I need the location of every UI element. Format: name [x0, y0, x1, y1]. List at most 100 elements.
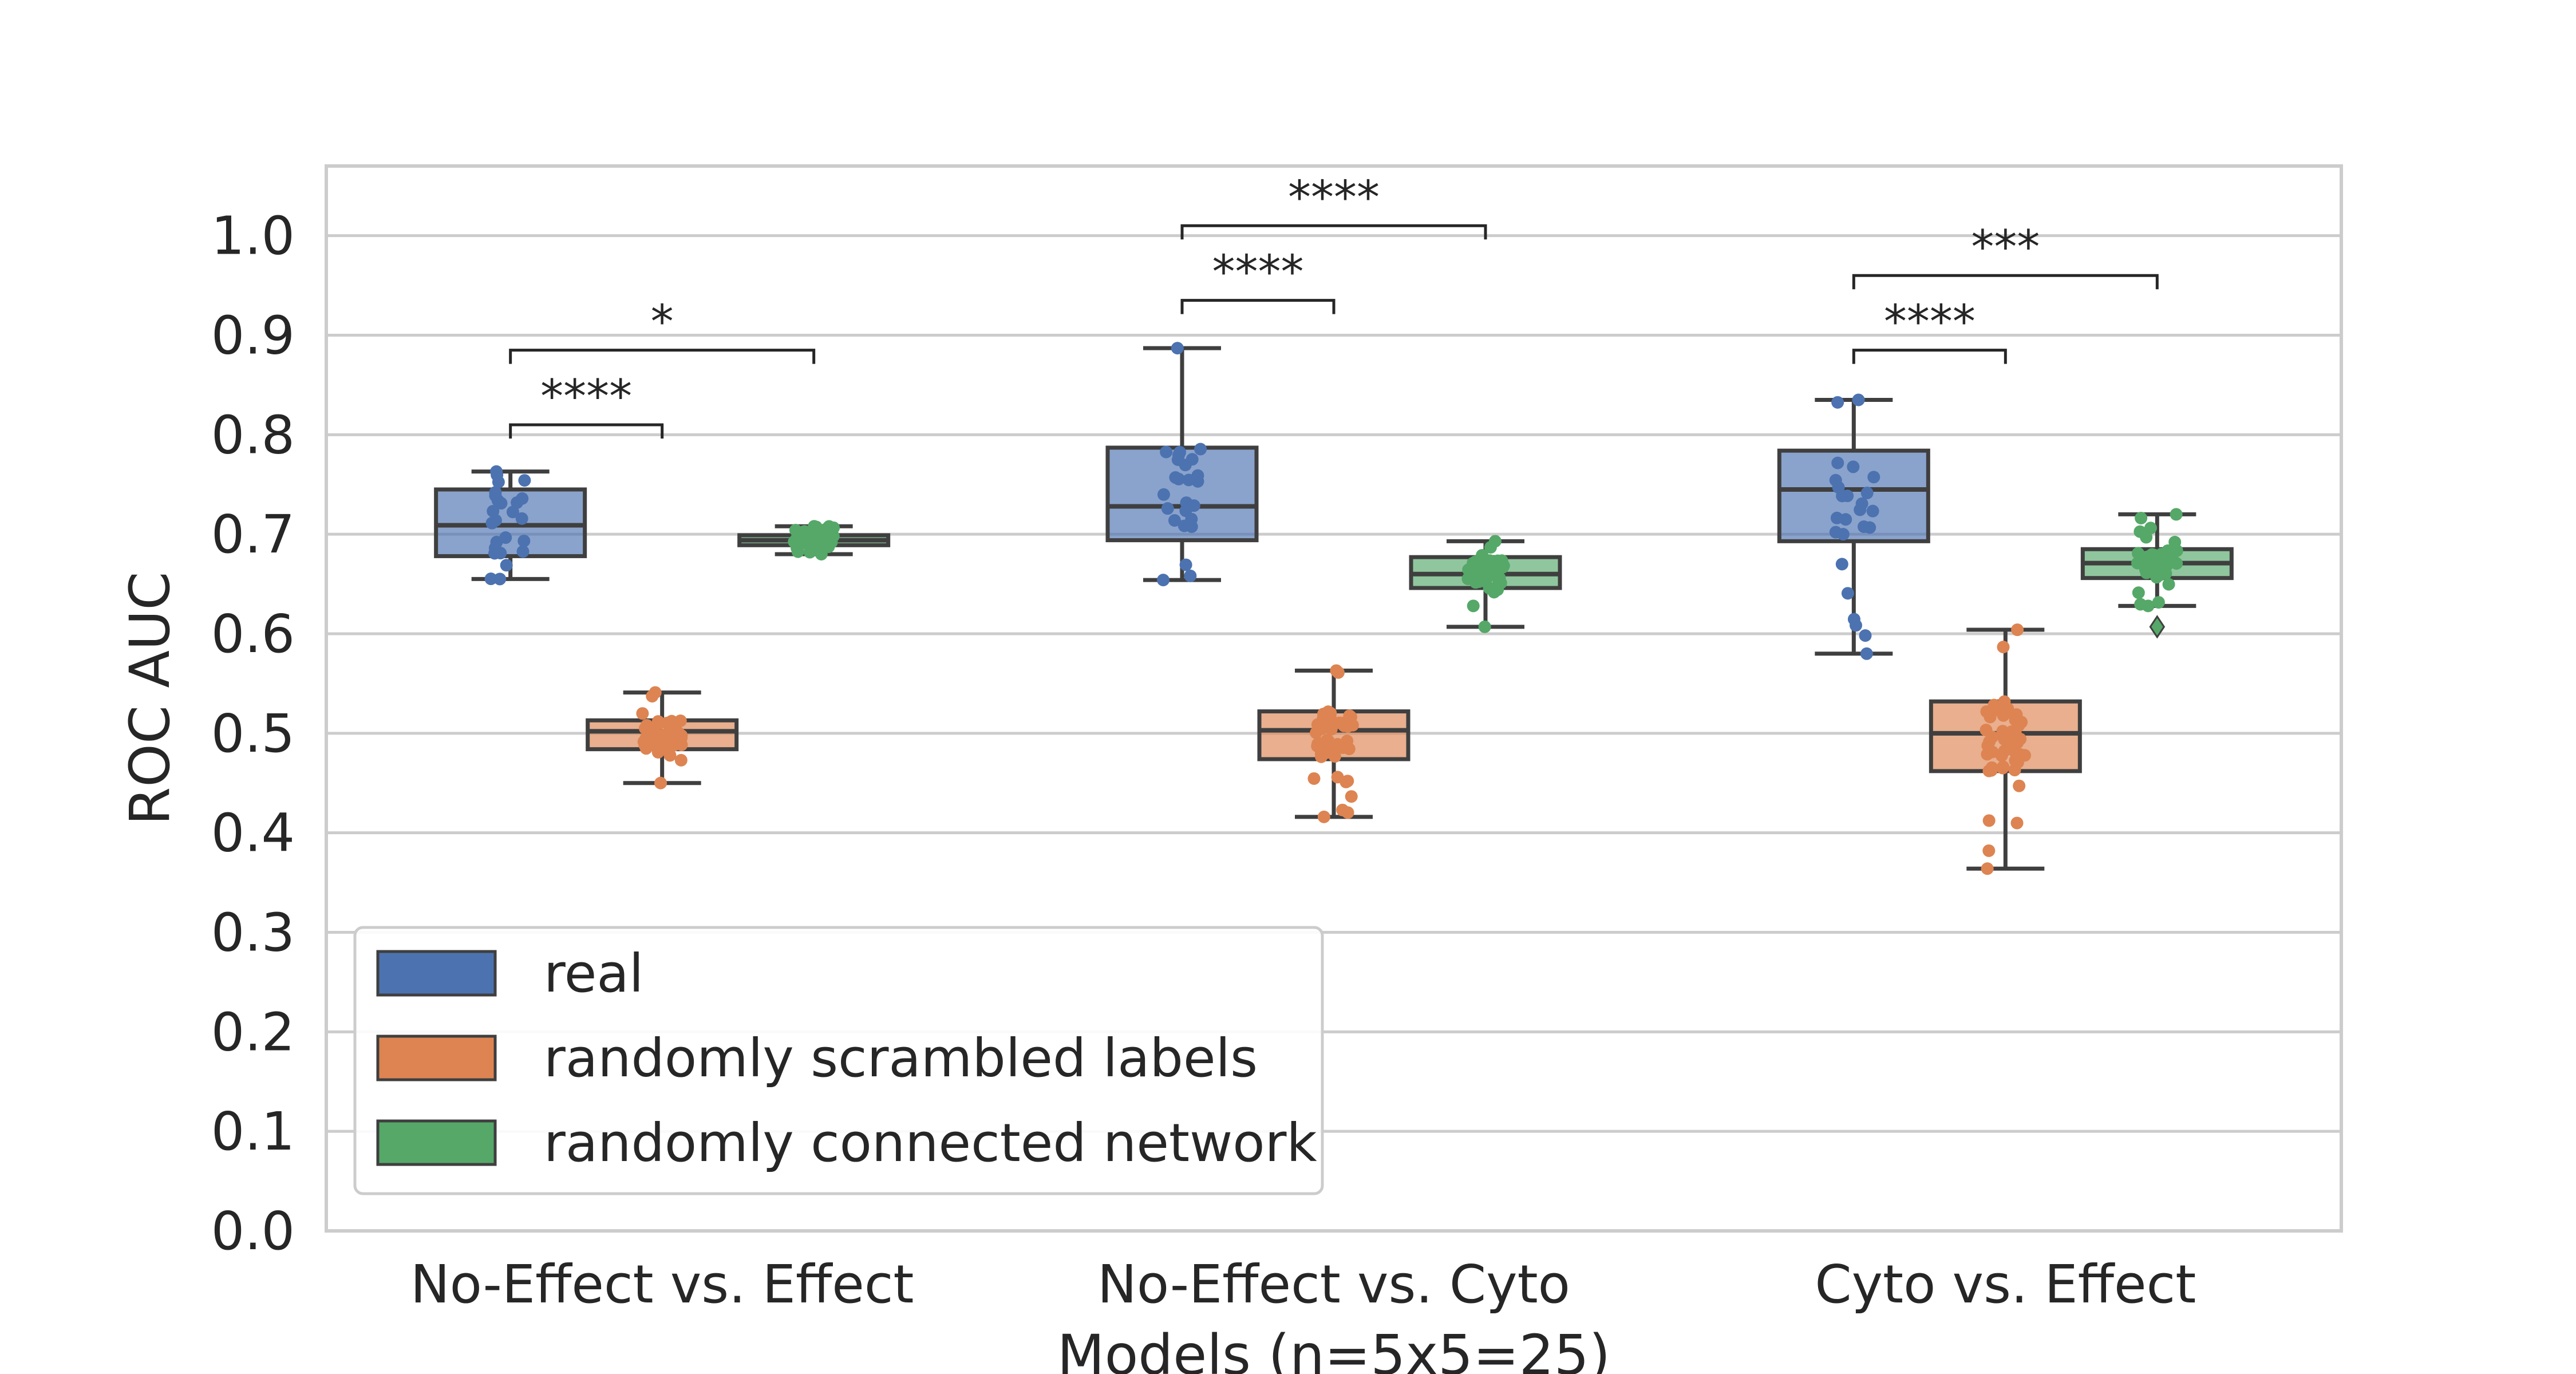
strip-point — [1343, 712, 1356, 725]
strip-point — [2011, 736, 2024, 749]
legend-frame — [353, 926, 1324, 1195]
y-tick-label: 0.1 — [211, 1101, 295, 1162]
strip-point — [658, 728, 671, 741]
x-tick-label: Cyto vs. Effect — [1815, 1254, 2196, 1315]
legend-entry: randomly scrambled labels — [376, 1028, 1258, 1089]
y-tick-label: 0.6 — [211, 603, 295, 665]
legend: real randomly scrambled labels randomly co… — [353, 926, 1324, 1195]
strip-point — [1187, 499, 1200, 512]
strip-point — [1831, 456, 1844, 469]
strip-point — [484, 572, 497, 586]
x-tick-label: No-Effect vs. Effect — [410, 1254, 914, 1315]
significance-bracket: * — [509, 295, 816, 364]
strip-point — [485, 516, 499, 530]
strip-point — [1998, 744, 2011, 757]
strip-point — [2150, 571, 2163, 584]
strip-point — [1855, 497, 1868, 510]
strip-point — [1829, 526, 1842, 539]
y-tick-label: 0.7 — [211, 504, 295, 565]
strip-point — [1859, 629, 1872, 642]
strip-point — [1174, 445, 1187, 459]
strip-point — [2134, 553, 2147, 566]
significance-bracket: **** — [509, 370, 664, 439]
strip-point — [1841, 587, 1854, 600]
significance-bracket: **** — [1852, 295, 2007, 364]
strip-point — [1484, 541, 1497, 554]
strip-point — [1867, 471, 1880, 484]
legend-swatch — [376, 1035, 497, 1081]
strip-point — [516, 545, 530, 558]
strip-point — [2132, 586, 2145, 599]
y-tick-label: 1.0 — [211, 206, 295, 267]
strip-point — [1171, 342, 1184, 355]
strip-point — [1496, 560, 1510, 574]
strip-point — [1981, 862, 1994, 875]
y-tick-label: 0.3 — [211, 902, 295, 964]
strip-point — [1322, 705, 1335, 718]
bracket-line — [509, 423, 664, 439]
strip-point — [674, 753, 688, 767]
strip-point — [1982, 814, 1996, 827]
strip-point — [2135, 511, 2148, 524]
legend-entry: randomly connected network — [376, 1112, 1317, 1174]
strip-point — [1981, 748, 1994, 761]
significance-annotations: ******************** — [509, 171, 2159, 439]
significance-label: **** — [1212, 246, 1304, 299]
strip-point — [1866, 504, 1879, 518]
legend-swatch — [376, 1119, 497, 1166]
y-tick-label: 0.4 — [211, 803, 295, 864]
legend-label: randomly connected network — [544, 1112, 1317, 1174]
significance-label: **** — [1884, 295, 1976, 349]
plot-frame — [325, 164, 2343, 1233]
strip-point — [1852, 393, 1865, 406]
strip-point — [1985, 764, 1998, 777]
strip-point — [1850, 619, 1863, 632]
strip-point — [1860, 487, 1874, 500]
strip-point — [2152, 596, 2165, 609]
strip-point — [1157, 488, 1170, 501]
strip-point — [2010, 816, 2024, 830]
x-tick-label: No-Effect vs. Cyto — [1097, 1254, 1570, 1315]
legend-label: randomly scrambled labels — [544, 1028, 1258, 1089]
bracket-line — [1852, 349, 2007, 364]
strip-point — [2015, 716, 2028, 729]
strip-point — [1172, 472, 1186, 485]
strip-point — [1182, 473, 1195, 487]
strip-point — [1863, 521, 1876, 534]
strip-point — [516, 492, 529, 505]
strip-point — [517, 534, 531, 547]
y-axis-label: ROC AUC — [118, 572, 182, 826]
significance-label: **** — [1288, 171, 1380, 224]
strip-point — [1332, 666, 1345, 679]
strip-point — [1980, 705, 1993, 718]
strip-point — [493, 572, 507, 586]
bracket-line — [1180, 224, 1487, 240]
strip-point — [1478, 620, 1491, 633]
significance-label: *** — [1971, 220, 2040, 274]
strip-point — [1319, 746, 1333, 759]
strip-point — [491, 494, 504, 507]
strip-point — [1487, 586, 1500, 599]
strip-point — [1476, 562, 1490, 575]
strip-point — [651, 715, 665, 728]
strip-point — [1311, 718, 1324, 731]
strip-point — [646, 690, 659, 703]
strip-point — [644, 729, 657, 743]
significance-bracket: *** — [1852, 220, 2159, 290]
strip-point — [1982, 844, 1996, 857]
strip-point — [1160, 445, 1173, 459]
strip-point — [1194, 443, 1207, 456]
strip-point — [809, 520, 823, 534]
bracket-line — [509, 349, 816, 364]
strip-points-layer — [484, 342, 2183, 875]
strip-point — [515, 512, 528, 525]
strip-point — [788, 535, 801, 548]
strip-point — [1179, 459, 1192, 472]
significance-bracket: **** — [1180, 171, 1487, 240]
y-tick-label: 0.8 — [211, 404, 295, 465]
strip-point — [1467, 599, 1480, 613]
strip-point — [1157, 574, 1170, 587]
strip-point — [2170, 508, 2183, 521]
flier-point — [2149, 615, 2166, 639]
